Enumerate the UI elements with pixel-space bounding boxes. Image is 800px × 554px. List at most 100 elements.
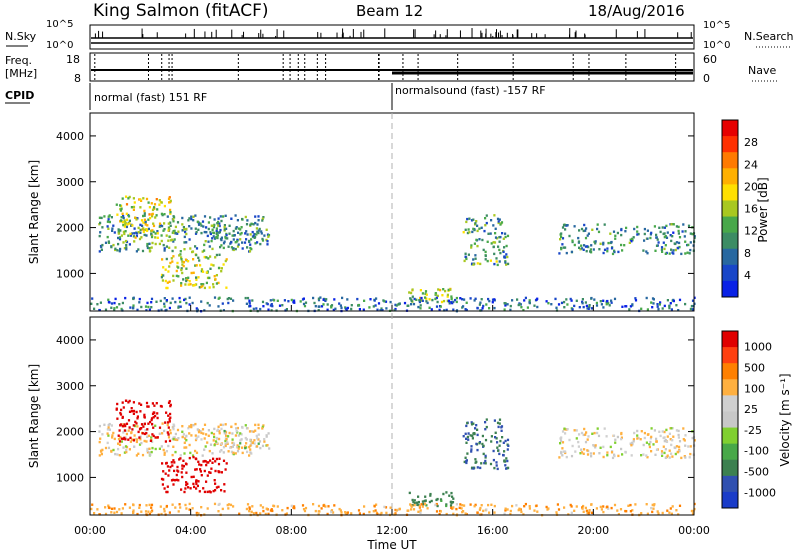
data-cell (149, 439, 152, 442)
data-cell (185, 301, 188, 305)
data-cell (533, 509, 536, 512)
data-cell (132, 439, 135, 442)
data-cell (148, 213, 151, 216)
data-cell (98, 424, 101, 428)
data-cell (135, 218, 138, 221)
data-cell (262, 305, 265, 308)
data-cell (621, 453, 624, 456)
data-cell (499, 439, 502, 443)
data-cell (408, 491, 411, 495)
data-cell (129, 436, 132, 440)
data-cell (403, 301, 407, 305)
data-cell (664, 252, 667, 255)
data-cell (595, 507, 598, 510)
data-cell (121, 212, 124, 215)
data-cell (634, 299, 638, 302)
freq-unit-label: [MHz] (5, 67, 37, 80)
data-cell (185, 439, 188, 442)
data-cell (160, 201, 163, 204)
data-cell (236, 431, 239, 434)
data-cell (248, 509, 251, 513)
data-cell (674, 452, 677, 456)
data-cell (174, 450, 177, 454)
data-cell (218, 457, 221, 460)
data-cell (476, 433, 479, 437)
data-cell (581, 507, 584, 510)
data-cell (123, 225, 126, 228)
data-cell (303, 509, 307, 513)
data-cell (147, 218, 150, 221)
data-cell (167, 401, 171, 404)
data-cell (637, 436, 640, 440)
data-cell (498, 418, 502, 421)
data-cell (620, 228, 623, 232)
data-cell (583, 223, 586, 227)
data-cell (276, 299, 279, 302)
data-cell (573, 225, 576, 228)
data-cell (663, 247, 666, 251)
data-cell (474, 427, 477, 430)
data-cell (203, 490, 206, 494)
data-cell (124, 230, 127, 233)
data-cell (629, 238, 632, 241)
data-cell (442, 492, 445, 496)
data-cell (670, 452, 673, 455)
data-cell (136, 425, 139, 428)
data-cell (165, 245, 168, 248)
data-cell (125, 243, 128, 247)
data-cell (172, 427, 175, 431)
data-cell (113, 307, 116, 310)
data-cell (220, 219, 223, 223)
data-cell (126, 223, 129, 226)
data-cell (142, 423, 145, 426)
data-cell (561, 441, 565, 444)
data-cell (663, 439, 666, 443)
data-cell (206, 474, 209, 477)
data-cell (290, 298, 293, 302)
data-cell (151, 241, 154, 245)
data-cell (254, 429, 257, 432)
data-cell (411, 498, 414, 502)
data-cell (188, 456, 191, 460)
data-cell (93, 512, 96, 515)
data-cell (236, 219, 239, 222)
data-cell (684, 240, 687, 243)
colorbar-swatch (722, 136, 738, 153)
data-cell (145, 229, 149, 232)
data-cell (665, 236, 669, 239)
data-cell (632, 236, 635, 239)
data-cell (693, 296, 696, 299)
data-cell (136, 417, 139, 420)
data-cell (545, 505, 548, 509)
data-cell (617, 454, 620, 458)
data-cell (563, 306, 566, 309)
data-cell (194, 245, 197, 248)
data-cell (213, 502, 217, 506)
data-cell (468, 231, 471, 234)
data-cell (166, 431, 169, 434)
data-cell (227, 450, 230, 453)
data-cell (449, 504, 453, 507)
data-cell (253, 442, 256, 445)
data-cell (666, 231, 669, 234)
data-cell (621, 249, 624, 252)
data-cell (267, 235, 270, 238)
data-cell (285, 308, 288, 311)
data-cell (575, 437, 578, 440)
data-cell (112, 448, 115, 452)
data-cell (257, 229, 260, 232)
data-cell (246, 219, 249, 222)
data-cell (197, 430, 201, 434)
data-cell (110, 302, 114, 305)
data-cell (217, 266, 221, 270)
data-cell (162, 243, 165, 247)
data-cell (161, 279, 164, 282)
data-cell (121, 301, 124, 305)
data-cell (661, 307, 664, 310)
data-cell (154, 447, 157, 451)
data-cell (168, 235, 171, 238)
data-cell (565, 251, 568, 255)
data-cell (431, 298, 434, 302)
data-cell (493, 306, 496, 310)
data-cell (164, 279, 167, 283)
